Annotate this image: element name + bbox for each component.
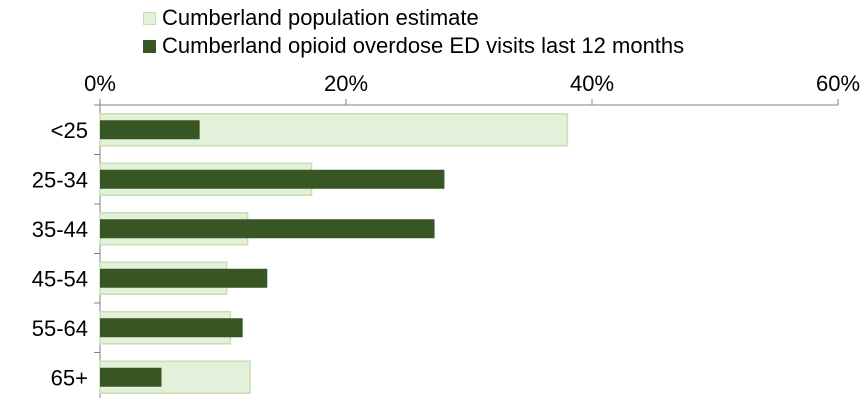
bar-ed-visits (100, 367, 162, 387)
legend-swatch-ed-visits (143, 39, 156, 53)
y-tick-label: 25-34 (32, 167, 88, 192)
chart-legend: Cumberland population estimate Cumberlan… (143, 4, 684, 60)
x-tick-label: 40% (570, 71, 614, 96)
legend-item-ed-visits: Cumberland opioid overdose ED visits las… (143, 32, 684, 60)
y-tick-label: 45-54 (32, 266, 88, 291)
legend-label-population: Cumberland population estimate (162, 5, 479, 30)
x-tick-label: 60% (816, 71, 860, 96)
y-tick-label: <25 (51, 118, 88, 143)
y-tick-label: 55-64 (32, 316, 88, 341)
bar-ed-visits (100, 268, 268, 288)
x-tick-label: 20% (324, 71, 368, 96)
bar-ed-visits (100, 169, 445, 189)
y-tick-label: 35-44 (32, 217, 88, 242)
bar-ed-visits (100, 120, 200, 140)
legend-label-ed-visits: Cumberland opioid overdose ED visits las… (162, 33, 685, 58)
bar-ed-visits (100, 318, 243, 338)
x-tick-label: 0% (84, 71, 116, 96)
y-tick-label: 65+ (51, 365, 88, 390)
legend-item-population: Cumberland population estimate (143, 4, 684, 32)
legend-swatch-population (143, 11, 156, 25)
bar-ed-visits (100, 219, 435, 239)
